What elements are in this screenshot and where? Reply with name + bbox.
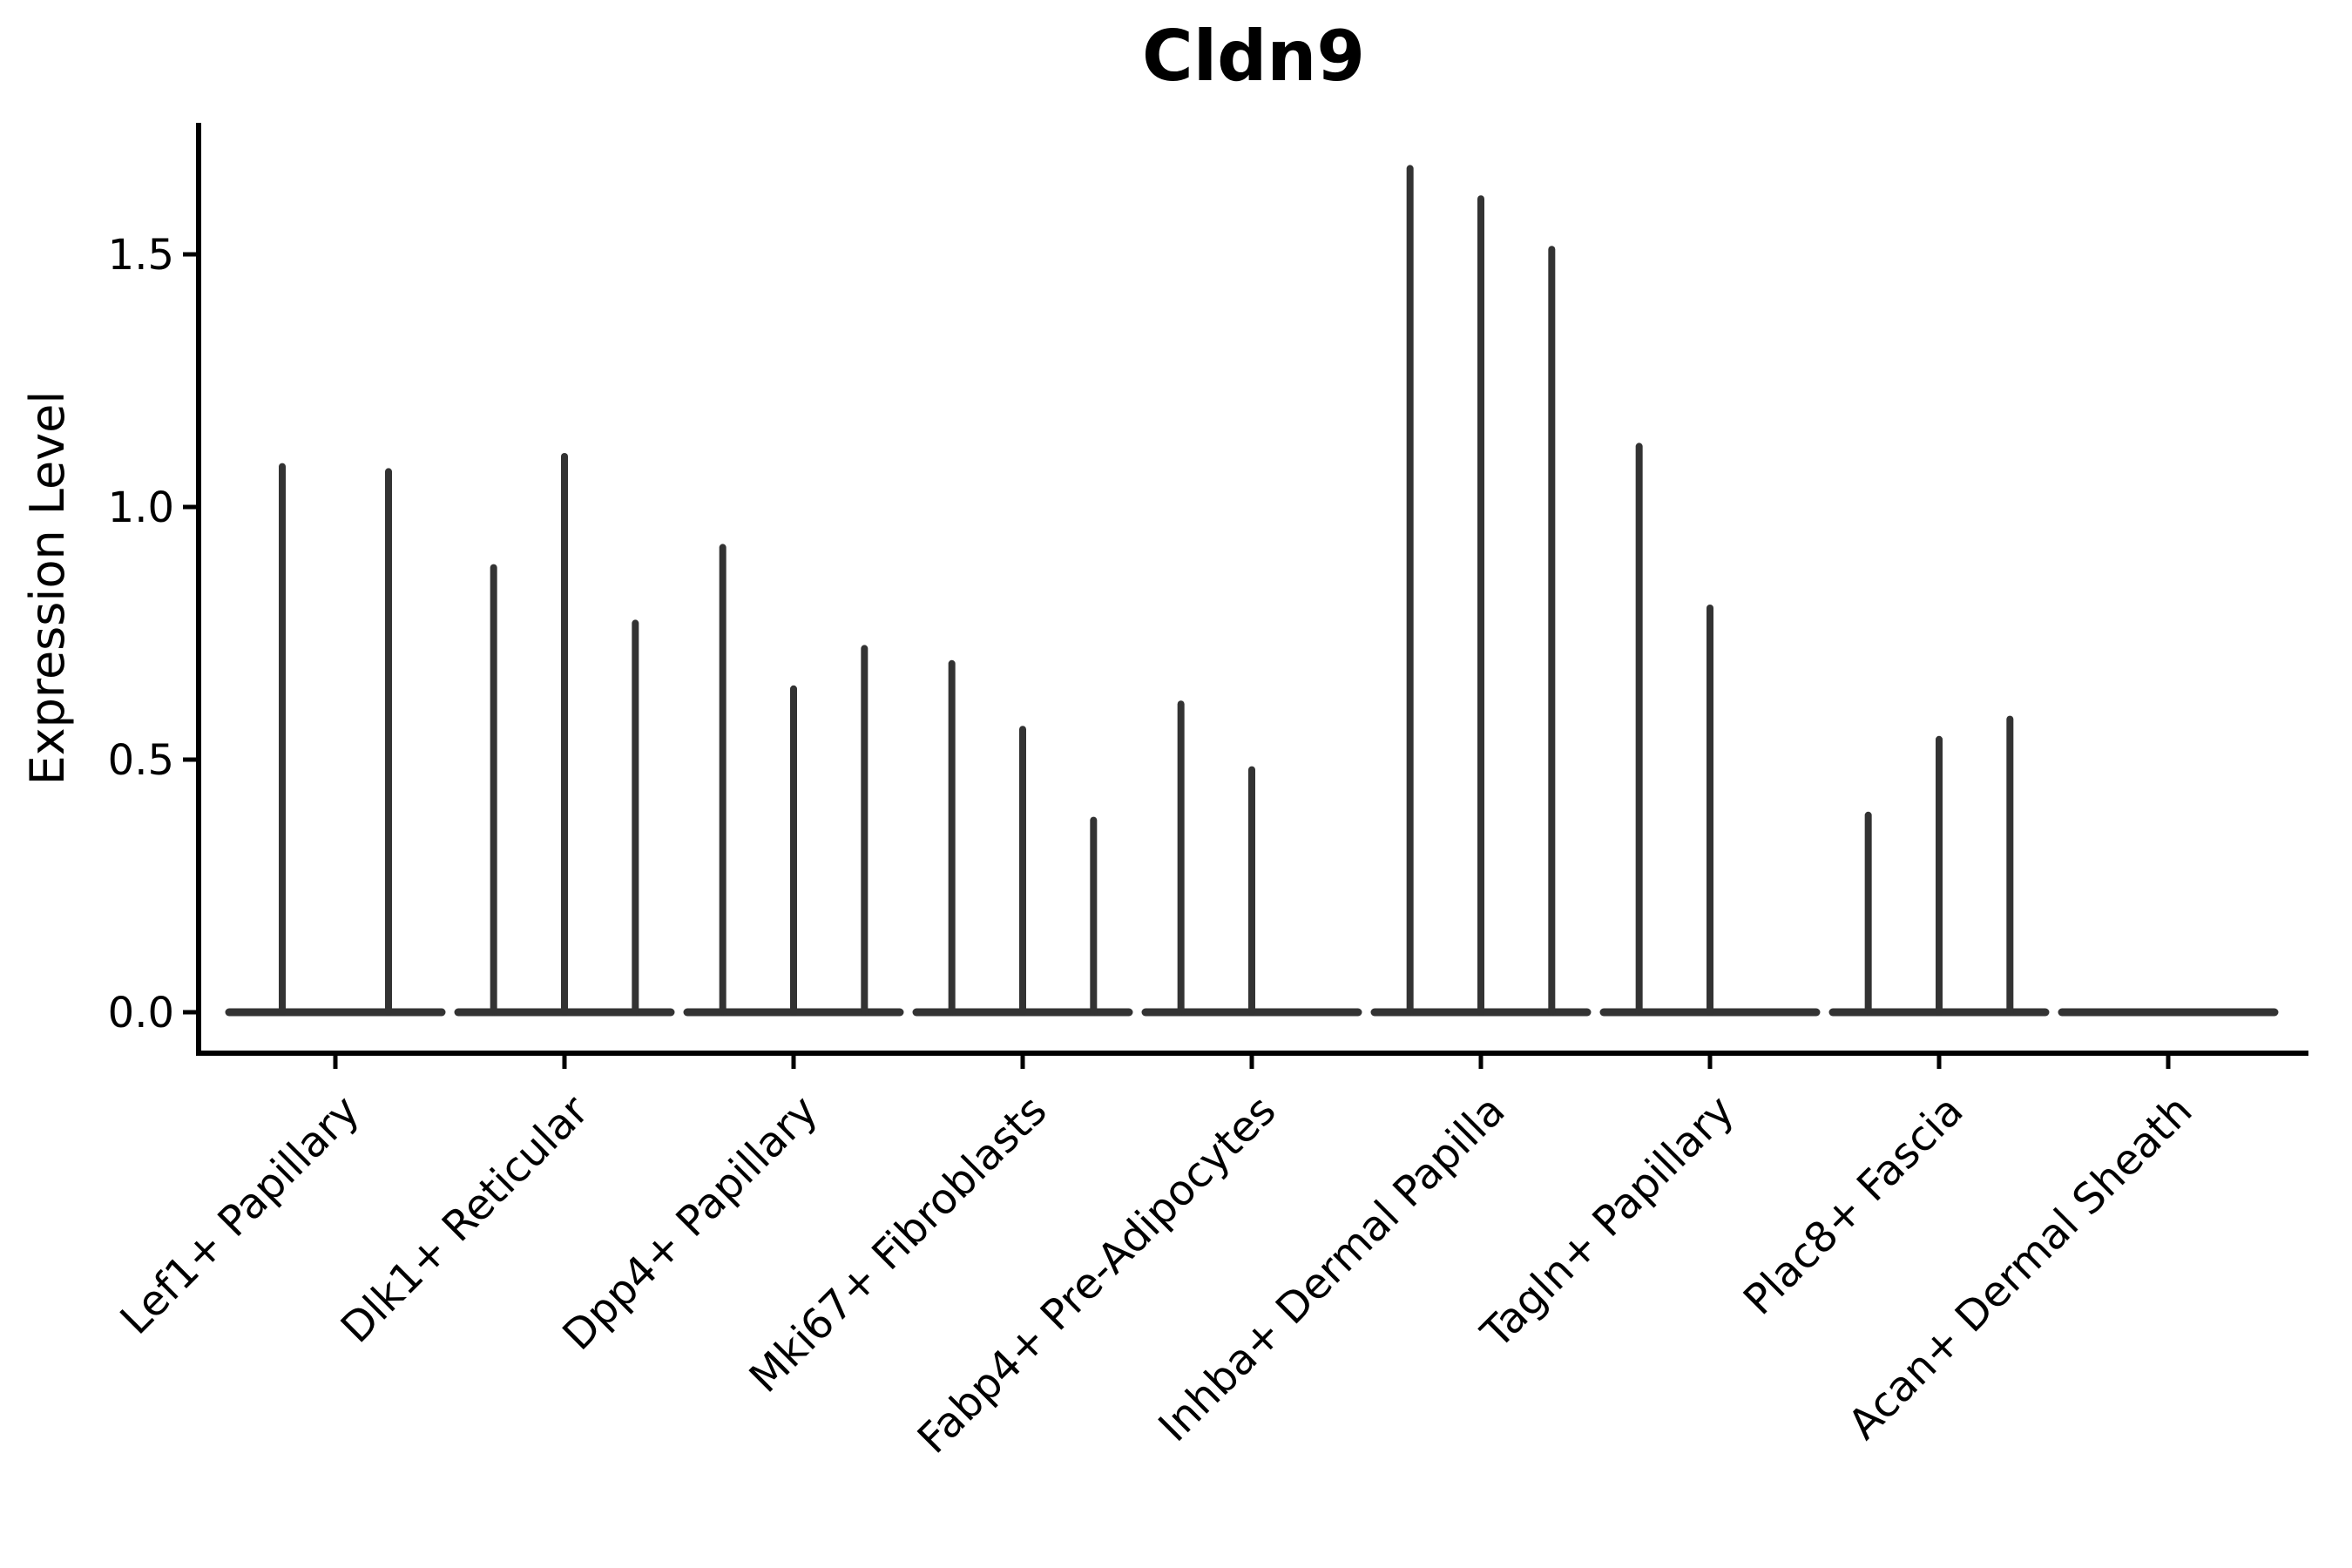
violin-series [225,165,2279,1017]
violin-group [1599,443,1821,1017]
chart-title: Cldn9 [1142,16,1365,97]
x-tick-label: Tagln+ Papillary [1471,1086,1743,1358]
x-tick-label: Dpp4+ Papillary [553,1086,827,1360]
x-tick-label: Plac8+ Fascia [1734,1086,1973,1325]
y-axis-ticks: 0.0 0.5 1.0 1.5 [108,231,199,1037]
violin-group [683,544,904,1017]
x-tick-label: Lef1+ Papillary [112,1086,369,1344]
violin-group [912,659,1133,1017]
y-tick-label: 0.0 [108,989,174,1037]
y-tick-label: 1.5 [108,231,174,280]
y-tick-label: 0.5 [108,736,174,785]
x-tick-label: Dlk1+ Reticular [332,1086,598,1353]
violin-group [225,463,446,1017]
violin-group [454,453,675,1017]
y-axis-label: Expression Level [20,391,75,786]
violin-group [1141,700,1362,1017]
violin-group [1828,715,2050,1017]
violin-group [1370,165,1592,1017]
y-tick-label: 1.0 [108,483,174,532]
